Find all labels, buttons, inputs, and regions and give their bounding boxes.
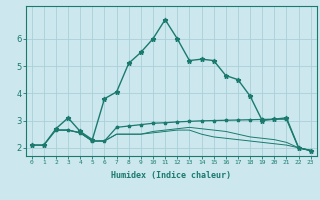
X-axis label: Humidex (Indice chaleur): Humidex (Indice chaleur) (111, 171, 231, 180)
